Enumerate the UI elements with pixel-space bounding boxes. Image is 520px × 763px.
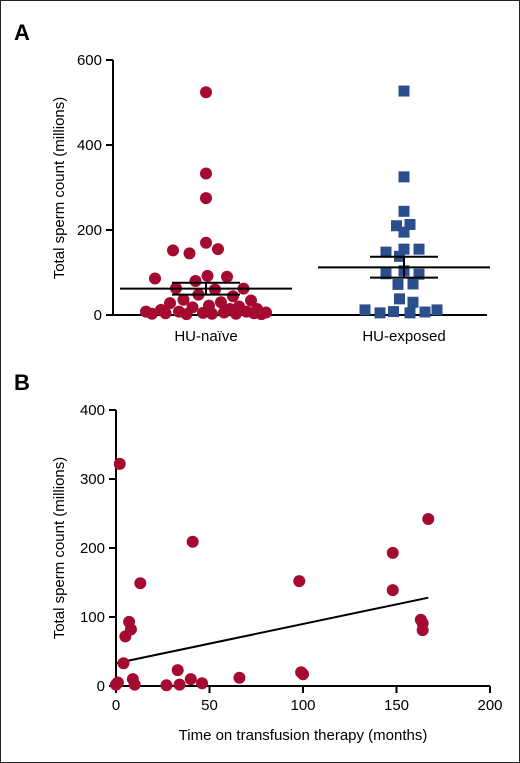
panel-a-points [140, 85, 443, 321]
panel-a-y-tick-label: 200 [77, 222, 102, 239]
hu-naive-point [177, 293, 190, 306]
panel-b-point [128, 678, 141, 691]
hu-exposed-point [394, 293, 405, 305]
hu-naive-point [201, 269, 214, 282]
panel-b-y-ticks: 0 100 200 300 400 [80, 402, 116, 695]
panel-b-y-tick-label: 100 [80, 609, 105, 626]
hu-naive-point [260, 306, 272, 319]
panel-b-y-tick-label: 200 [80, 540, 105, 557]
hu-exposed-point [398, 243, 410, 255]
panel-b-point [111, 676, 124, 689]
category-label-hu-naive: HU-naïve [174, 328, 237, 345]
hu-exposed-point [391, 220, 402, 232]
panel-a-y-tick-label: 0 [94, 307, 102, 324]
hu-exposed-point [413, 243, 425, 255]
panel-a-category-labels: HU-naïve HU-exposed [174, 328, 445, 345]
hu-exposed-point [359, 304, 371, 316]
panel-b-point [173, 678, 186, 691]
hu-exposed-point [392, 278, 404, 290]
hu-naive-point [146, 307, 158, 320]
hu-naive-point [200, 192, 212, 205]
hu-naive-point [200, 86, 212, 99]
hu-naive-point [227, 290, 239, 303]
hu-naive-point [221, 270, 233, 283]
hu-exposed-point [388, 306, 399, 318]
panel-b-x-tick-label: 50 [201, 697, 218, 714]
hu-naive-point [183, 247, 196, 260]
hu-exposed-point [398, 85, 410, 97]
hu-exposed-point [398, 171, 410, 183]
hu-exposed-point [419, 306, 431, 318]
hu-naive-point [215, 296, 227, 309]
hu-naive-point [149, 272, 161, 285]
hu-exposed-point [404, 307, 416, 319]
panel-b-y-axis-label: Total sperm count (millions) [51, 457, 68, 640]
hu-naive-point [245, 294, 257, 307]
hu-exposed-point [398, 226, 410, 238]
panel-b-x-ticks: 0 50 100 150 200 [112, 686, 503, 714]
panel-b-x-tick-label: 150 [384, 697, 409, 714]
panel-b-point [113, 457, 126, 470]
hu-naive-point [189, 275, 202, 287]
hu-naive-point [159, 307, 172, 320]
hu-exposed-point [407, 296, 419, 308]
hu-naive-point [186, 301, 199, 314]
panel-b-point [386, 584, 399, 597]
panel-b-axes [115, 410, 490, 687]
panel-a-mean-sem [120, 255, 490, 296]
panel-b-x-tick-label: 100 [290, 697, 315, 714]
panel-b-point [160, 679, 173, 692]
hu-exposed-point [380, 246, 392, 258]
hu-naive-point [167, 244, 179, 257]
panel-b-point [196, 677, 209, 690]
panel-a-y-tick-label: 400 [77, 137, 102, 154]
panel-b-y-tick-label: 0 [97, 678, 105, 695]
hu-exposed-point [398, 205, 410, 217]
hu-exposed-point [413, 268, 425, 280]
panel-a-y-axis-label: Total sperm count (millions) [51, 97, 68, 280]
hu-exposed-point [374, 307, 386, 319]
panel-b-point [171, 664, 184, 677]
panel-b-point [124, 623, 137, 636]
panel-b-point [386, 546, 399, 559]
panel-b-x-tick-label: 0 [112, 697, 120, 714]
hu-exposed-point [431, 304, 443, 316]
panel-b-point [134, 577, 147, 590]
panel-b-y-tick-label: 400 [80, 402, 105, 419]
panel-b-trendline-group [115, 596, 429, 665]
panel-b-points [110, 457, 435, 692]
hu-naive-point [200, 167, 212, 180]
panel-a-y-tick-label: 600 [77, 52, 102, 69]
panel-b-point [293, 575, 306, 588]
hu-naive-point [164, 297, 176, 310]
panel-b-y-tick-label: 300 [80, 471, 105, 488]
panel-b-point [117, 657, 130, 670]
panel-b-point [186, 535, 199, 548]
category-label-hu-exposed: HU-exposed [362, 328, 445, 345]
panel-b-x-tick-label: 200 [477, 697, 502, 714]
panel-b-letter: B [14, 370, 30, 395]
panel-b-point [297, 668, 309, 681]
panel-b-point [416, 624, 429, 637]
hu-exposed-point [380, 268, 392, 280]
hu-naive-point [206, 307, 218, 320]
panel-b-x-axis-label: Time on transfusion therapy (months) [179, 727, 428, 744]
panel-b-point [184, 673, 197, 686]
panel-b-point [422, 513, 435, 526]
hu-exposed-point [404, 218, 416, 230]
hu-exposed-point [407, 278, 419, 290]
panel-b-point [233, 671, 246, 684]
panel-a-y-ticks: 0 200 400 600 [77, 52, 113, 324]
hu-naive-point [200, 236, 212, 249]
panel-a-letter: A [14, 20, 30, 45]
hu-naive-point [212, 243, 224, 256]
panel-b-trendline [115, 596, 429, 665]
